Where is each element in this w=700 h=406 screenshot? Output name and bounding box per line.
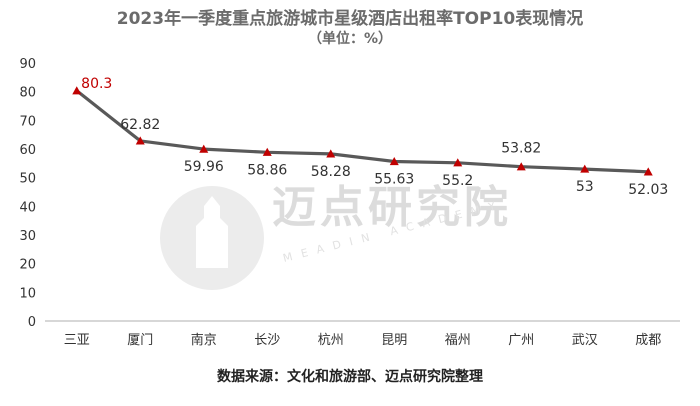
- x-tick-label: 南京: [191, 332, 217, 348]
- y-tick-label: 20: [19, 258, 36, 273]
- y-tick-label: 60: [19, 143, 36, 158]
- y-tick-label: 50: [19, 172, 36, 187]
- data-label: 59.96: [184, 159, 224, 175]
- y-tick-label: 80: [19, 86, 36, 101]
- x-axis-ticks: 三亚 厦门 南京 长沙 杭州 昆明 福州 广州 武汉 成都: [64, 332, 662, 348]
- series-line-path: [75, 89, 649, 174]
- data-label: 55.2: [442, 173, 473, 189]
- x-tick-label: 杭州: [318, 333, 344, 348]
- x-tick-label: 成都: [635, 333, 661, 348]
- data-point: [199, 144, 209, 153]
- data-point: [262, 147, 272, 156]
- x-tick-label: 武汉: [572, 333, 598, 348]
- data-point: [389, 157, 399, 166]
- data-point: [135, 136, 145, 145]
- watermark-text: 迈点研究院: [272, 182, 512, 233]
- data-label: 55.63: [374, 172, 414, 188]
- data-label: 62.82: [120, 117, 160, 133]
- series-markers: [72, 86, 653, 176]
- data-point: [72, 86, 82, 95]
- y-tick-label: 30: [19, 229, 36, 244]
- y-tick-label: 10: [19, 286, 36, 301]
- chart-subtitle: （单位：%）: [307, 31, 393, 47]
- data-labels: 80.3 62.82 59.96 58.86 58.28 55.63 55.2 53.82 53…: [81, 76, 668, 198]
- x-tick-label: 昆明: [381, 333, 407, 348]
- data-label: 52.03: [628, 182, 668, 198]
- data-label: 58.86: [247, 162, 287, 178]
- y-tick-label: 90: [19, 57, 36, 72]
- data-point: [643, 167, 653, 176]
- data-label: 53.82: [501, 141, 541, 157]
- y-axis-ticks: 0 10 20 30 40 50 60 70 80 90: [19, 57, 36, 330]
- x-tick-label: 长沙: [254, 333, 280, 348]
- data-source: 数据来源：文化和旅游部、迈点研究院整理: [217, 369, 483, 385]
- x-tick-label: 福州: [445, 333, 471, 348]
- data-point: [580, 164, 590, 173]
- data-label: 53: [576, 179, 594, 195]
- x-tick-label: 广州: [508, 333, 534, 348]
- series-line: [75, 89, 649, 174]
- data-label: 58.28: [311, 164, 351, 180]
- y-tick-label: 0: [28, 315, 36, 330]
- chart-title: 2023年一季度重点旅游城市星级酒店出租率TOP10表现情况: [116, 9, 584, 29]
- data-point: [326, 149, 336, 158]
- x-tick-label: 厦门: [127, 333, 153, 348]
- data-point: [453, 158, 463, 167]
- watermark-tower-icon: [196, 196, 228, 268]
- y-tick-label: 40: [19, 200, 36, 215]
- data-point: [516, 162, 526, 171]
- watermark: 迈点研究院 MEADIN ACADEMY: [160, 182, 512, 290]
- y-tick-label: 70: [19, 114, 36, 129]
- data-label: 80.3: [81, 76, 112, 92]
- x-tick-label: 三亚: [64, 333, 90, 348]
